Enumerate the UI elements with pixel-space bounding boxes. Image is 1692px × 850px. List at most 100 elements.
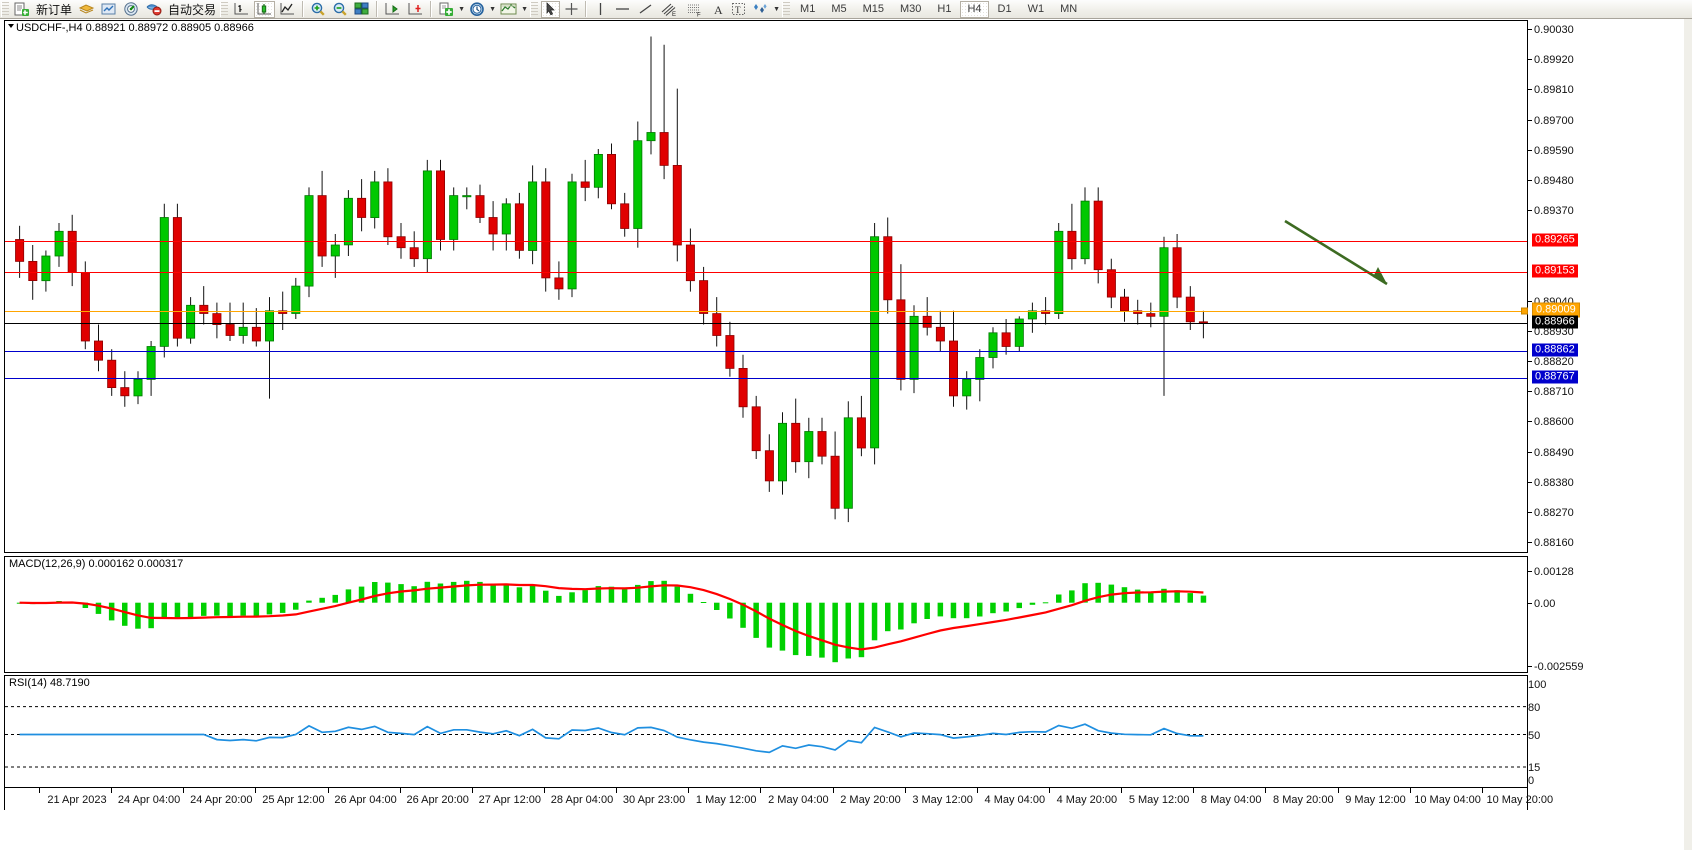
- price-tick: 0.88820: [1528, 356, 1574, 368]
- period-icon[interactable]: [467, 1, 487, 18]
- time-label: 26 Apr 04:00: [334, 794, 397, 806]
- rsi-tick: 50: [1528, 729, 1541, 742]
- price-tag-current-price[interactable]: 0.88966: [1532, 315, 1578, 329]
- price-tick: 0.89700: [1528, 115, 1574, 127]
- level-line-support-1[interactable]: [5, 351, 1527, 353]
- templates-icon[interactable]: [498, 1, 519, 18]
- chart-shift-icon[interactable]: [382, 1, 403, 18]
- new-order-icon[interactable]: [12, 1, 32, 18]
- time-label: 3 May 12:00: [912, 794, 973, 806]
- macd-tick: -0.002559: [1528, 661, 1584, 673]
- level-line-pending-order[interactable]: [5, 311, 1527, 313]
- price-panel[interactable]: USDCHF-,H4 0.88921 0.88972 0.88905 0.889…: [4, 20, 1528, 553]
- chevron-down-icon-shapes[interactable]: ▼: [773, 5, 780, 13]
- bar-chart-icon[interactable]: [231, 1, 252, 18]
- toolbar-grip-3[interactable]: [530, 1, 539, 17]
- text-icon[interactable]: A: [708, 1, 727, 18]
- line-chart-icon[interactable]: [277, 1, 298, 18]
- shapes-icon[interactable]: [750, 1, 771, 18]
- macd-tick: 0.00: [1528, 598, 1555, 610]
- tile-windows-icon[interactable]: [352, 1, 372, 18]
- toolbar-grip-2[interactable]: [220, 1, 229, 17]
- level-line-resistance-2[interactable]: [5, 271, 1527, 273]
- rsi-canvas: [5, 706, 1527, 768]
- fibonacci-icon[interactable]: F: [683, 1, 706, 18]
- chevron-down-icon-indicators[interactable]: ▼: [458, 5, 465, 13]
- zoom-out-icon[interactable]: [330, 1, 350, 18]
- main-toolbar: 新订单 自动交易 ▼ ▼: [0, 0, 1692, 19]
- time-label: 8 May 04:00: [1200, 794, 1262, 806]
- timeframe-m30[interactable]: M30: [900, 3, 922, 15]
- time-label: 24 Apr 20:00: [190, 794, 253, 806]
- timeframe-m15[interactable]: M15: [862, 3, 884, 15]
- macd-tick: 0.00128: [1528, 566, 1574, 578]
- timeframe-mn[interactable]: MN: [1060, 3, 1078, 15]
- timeframe-m5[interactable]: M5: [831, 3, 847, 15]
- price-tick: 0.90030: [1528, 24, 1574, 36]
- toolbar-separator-2: [376, 1, 379, 17]
- level-line-resistance-1[interactable]: [5, 240, 1527, 242]
- rsi-panel[interactable]: RSI(14) 48.7190: [4, 675, 1528, 788]
- toolbar-grip-4[interactable]: [782, 1, 791, 17]
- text-label-icon[interactable]: T: [729, 1, 748, 18]
- vertical-line-icon[interactable]: [591, 1, 610, 18]
- chevron-down-icon-templates[interactable]: ▼: [521, 5, 528, 13]
- macd-scale: 0.00128 0.00 -0.002559: [1528, 556, 1684, 673]
- trendline-icon[interactable]: [635, 1, 656, 18]
- price-tick: 0.88710: [1528, 386, 1574, 398]
- svg-text:E: E: [672, 12, 676, 17]
- horizontal-line-icon[interactable]: [612, 1, 633, 18]
- time-label: 8 May 20:00: [1273, 794, 1334, 806]
- svg-text:A: A: [714, 3, 723, 16]
- price-tag-resistance-1[interactable]: 0.89265: [1532, 233, 1578, 247]
- new-order-label[interactable]: 新订单: [36, 2, 73, 17]
- time-label: 4 May 04:00: [984, 794, 1046, 806]
- chart-template-icon[interactable]: [76, 1, 97, 18]
- down-trend-arrow: [1284, 219, 1388, 286]
- candlestick-chart-icon[interactable]: [254, 0, 276, 18]
- price-tick: 0.89920: [1528, 54, 1574, 66]
- data-window-icon[interactable]: [121, 1, 141, 18]
- autotrading-icon[interactable]: [143, 1, 164, 18]
- timeframe-h4[interactable]: H4: [960, 0, 989, 18]
- rsi-tick: 100: [1528, 679, 1547, 691]
- equidistant-channel-icon[interactable]: E: [658, 1, 681, 18]
- macd-canvas: [16, 580, 1207, 663]
- rsi-tick: 0: [1528, 775, 1535, 787]
- price-scale[interactable]: 0.90030 0.89920 0.89810 0.89700 0.89590 0.894…: [1528, 20, 1684, 553]
- level-line-support-2[interactable]: [5, 377, 1527, 379]
- zoom-in-icon[interactable]: [308, 1, 328, 18]
- time-label: 28 Apr 04:00: [550, 794, 614, 806]
- time-label: 2 May 04:00: [768, 794, 829, 806]
- cursor-icon[interactable]: [541, 0, 561, 18]
- price-tag-pending-order[interactable]: 0.89009: [1532, 302, 1580, 318]
- price-tag-support-1[interactable]: 0.88862: [1532, 343, 1578, 357]
- macd-panel[interactable]: MACD(12,26,9) 0.000162 0.000317: [4, 556, 1528, 673]
- chevron-down-icon-period[interactable]: ▼: [489, 5, 496, 13]
- level-line-current-price[interactable]: [5, 322, 1527, 324]
- candlestick-canvas: [15, 36, 1388, 523]
- time-label: 26 Apr 20:00: [406, 794, 469, 806]
- panel-collapse-icon[interactable]: [8, 24, 14, 28]
- pending-order-handle[interactable]: [1521, 307, 1528, 315]
- price-tick: 0.89370: [1528, 205, 1574, 217]
- time-label: 21 Apr 2023: [47, 794, 107, 806]
- chart-area[interactable]: USDCHF-,H4 0.88921 0.88972 0.88905 0.889…: [0, 19, 1692, 850]
- crosshair-icon[interactable]: [562, 1, 581, 18]
- autotrading-label[interactable]: 自动交易: [168, 2, 217, 17]
- market-watch-icon[interactable]: [99, 1, 119, 18]
- vertical-scrollbar[interactable]: [1684, 19, 1692, 850]
- toolbar-grip[interactable]: [1, 1, 9, 17]
- indicators-icon[interactable]: [436, 1, 456, 18]
- timeframe-d1[interactable]: D1: [997, 3, 1012, 15]
- price-tag-support-2[interactable]: 0.88767: [1532, 370, 1578, 383]
- time-label: 30 Apr 23:00: [622, 794, 686, 806]
- timeframe-w1[interactable]: W1: [1027, 3, 1045, 15]
- timeframe-h1[interactable]: H1: [937, 3, 952, 15]
- auto-scroll-icon[interactable]: [405, 1, 426, 18]
- time-axis[interactable]: 21 Apr 2023 24 Apr 04:00 24 Apr 20:00 25 Ap…: [4, 788, 1553, 810]
- price-tag-resistance-2[interactable]: 0.89153: [1532, 264, 1578, 278]
- price-tick: 0.88380: [1528, 477, 1574, 489]
- timeframe-m1[interactable]: M1: [800, 3, 816, 15]
- svg-text:T: T: [735, 5, 741, 15]
